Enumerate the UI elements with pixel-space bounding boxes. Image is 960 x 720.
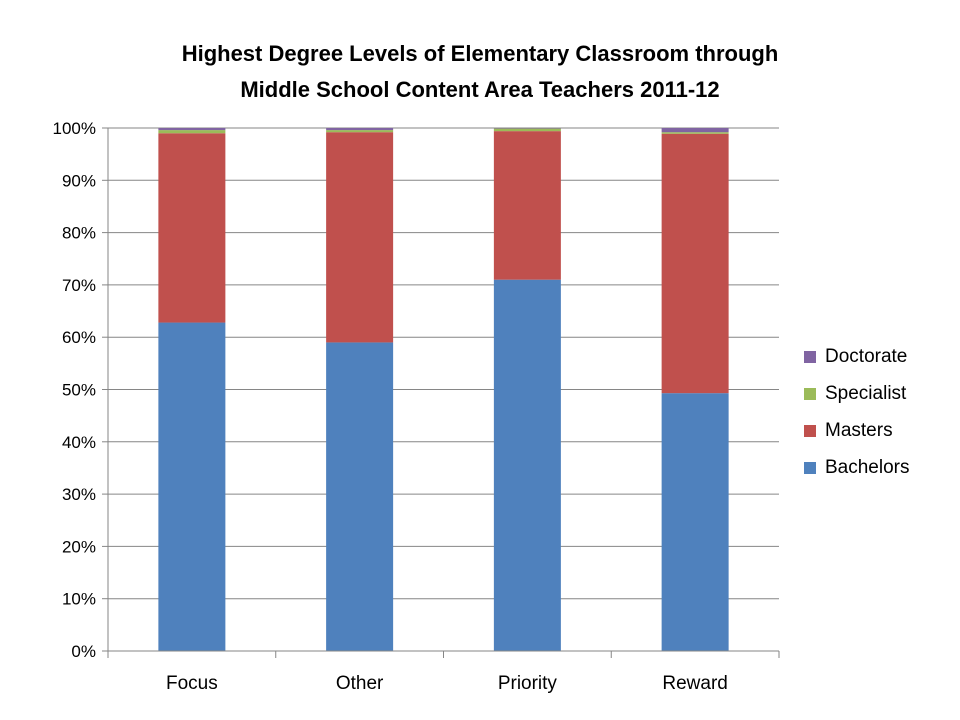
x-tick-label: Reward — [662, 673, 727, 694]
bar-masters-other — [326, 132, 394, 343]
chart-title-line-1: Highest Degree Levels of Elementary Clas… — [181, 41, 779, 66]
bar-specialist-focus — [158, 130, 226, 134]
legend-swatch — [804, 350, 816, 363]
chart-title-line-2: Middle School Content Area Teachers 2011… — [240, 77, 720, 102]
y-tick-label: 40% — [62, 433, 96, 452]
bar-bachelors-priority — [493, 279, 561, 651]
bar-doctorate-reward — [661, 128, 729, 133]
bar-masters-reward — [661, 133, 729, 394]
legend: Doctorate Specialist Masters Bachelors — [804, 338, 910, 486]
bar-bachelors-focus — [158, 322, 226, 651]
y-tick-label: 70% — [62, 276, 96, 295]
x-tick-label: Other — [336, 673, 384, 694]
bar-bachelors-other — [326, 342, 394, 651]
y-tick-label: 30% — [62, 485, 96, 504]
x-tick-label: Focus — [166, 673, 218, 694]
bar-specialist-priority — [493, 128, 561, 132]
legend-swatch — [804, 461, 816, 474]
bar-bachelors-reward — [661, 393, 729, 651]
legend-item-masters: Masters — [804, 412, 910, 449]
legend-label: Doctorate — [825, 345, 908, 367]
legend-item-specialist: Specialist — [804, 375, 910, 412]
y-tick-label: 60% — [62, 328, 96, 347]
y-tick-label: 100% — [53, 119, 96, 138]
y-tick-label: 80% — [62, 224, 96, 243]
bar-specialist-reward — [661, 132, 729, 134]
y-tick-label: 50% — [62, 381, 96, 400]
legend-item-bachelors: Bachelors — [804, 449, 910, 486]
y-tick-label: 20% — [62, 537, 96, 556]
y-axis-ticks: 0% 10% 20% 30% 40% 50% 60% 70% 80% 90% 100% — [53, 119, 108, 661]
bar-specialist-other — [326, 130, 394, 133]
bar-doctorate-priority — [493, 128, 561, 129]
x-axis-ticks: Focus Other Priority Reward — [107, 651, 780, 694]
x-tick-label: Priority — [498, 673, 558, 694]
y-tick-label: 0% — [71, 642, 96, 661]
bar-doctorate-focus — [158, 128, 226, 131]
legend-label: Masters — [825, 419, 893, 441]
legend-swatch — [804, 387, 816, 400]
legend-item-doctorate: Doctorate — [804, 338, 910, 375]
legend-label: Bachelors — [825, 456, 910, 478]
legend-swatch — [804, 424, 816, 437]
bar-doctorate-other — [326, 128, 394, 131]
bars — [158, 128, 729, 651]
bar-masters-priority — [493, 131, 561, 280]
bar-masters-focus — [158, 133, 226, 323]
legend-label: Specialist — [825, 382, 907, 404]
chart-title: Highest Degree Levels of Elementary Clas… — [0, 36, 960, 108]
y-tick-label: 10% — [62, 590, 96, 609]
y-tick-label: 90% — [62, 171, 96, 190]
